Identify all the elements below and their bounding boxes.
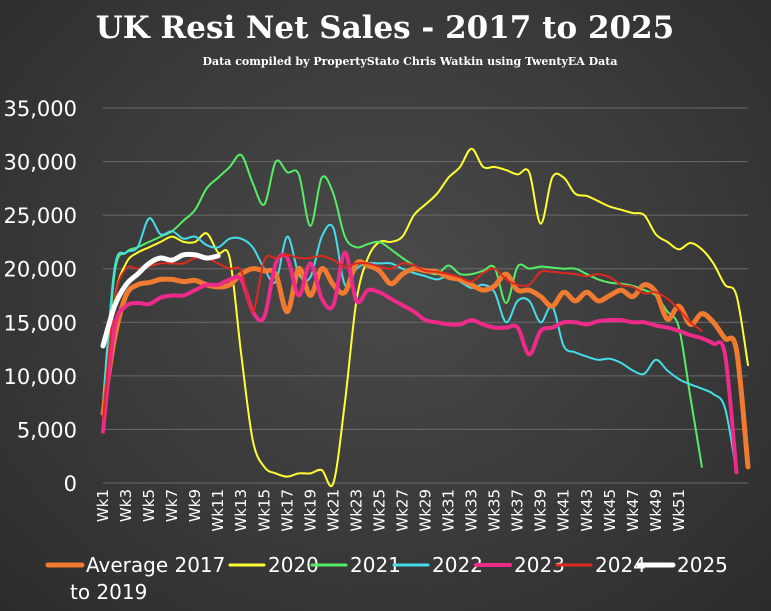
x-tick-label: Wk23 xyxy=(347,489,365,532)
x-tick-label: Wk3 xyxy=(117,489,135,522)
x-tick-label: Wk35 xyxy=(486,489,504,532)
x-tick-label: Wk39 xyxy=(532,489,550,532)
x-tick-label: Wk5 xyxy=(140,489,158,522)
y-tick-label: 5,000 xyxy=(17,418,77,442)
y-tick-label: 0 xyxy=(64,472,77,496)
chart-subtitle: Data compiled by PropertyStato Chris Wat… xyxy=(202,55,617,68)
series-line-2021 xyxy=(102,153,703,468)
x-tick-label: Wk13 xyxy=(232,489,250,532)
chart-title: UK Resi Net Sales - 2017 to 2025 xyxy=(96,10,674,46)
legend-label: 2020 xyxy=(268,553,319,577)
x-tick-label: Wk19 xyxy=(301,489,319,532)
x-tick-label: Wk31 xyxy=(440,489,458,532)
y-tick-label: 15,000 xyxy=(4,311,77,335)
x-tick-label: Wk47 xyxy=(624,489,642,532)
x-tick-label: Wk7 xyxy=(163,489,181,522)
x-axis: Wk1 Wk3 Wk5 Wk7 Wk9 Wk11 Wk13 Wk15 Wk17 Wk19 Wk21 W… xyxy=(94,489,688,532)
series-line-2023 xyxy=(101,250,739,475)
x-tick-label: Wk17 xyxy=(278,489,296,532)
series-line-2020 xyxy=(102,147,749,487)
x-tick-label: Wk51 xyxy=(670,489,688,532)
y-tick-label: 35,000 xyxy=(4,97,77,121)
legend-label: Average 2017 to 2019 xyxy=(70,553,225,604)
y-tick-label: 30,000 xyxy=(4,151,77,175)
plot-area xyxy=(100,147,751,487)
y-tick-label: 20,000 xyxy=(4,258,77,282)
x-tick-label: Wk27 xyxy=(393,489,411,532)
gridlines xyxy=(103,107,748,484)
x-tick-label: Wk33 xyxy=(463,489,481,532)
legend-label: 2021 xyxy=(350,553,401,577)
y-axis: 0 5,000 10,000 15,000 20,000 25,000 30,000 35,0… xyxy=(4,97,77,496)
x-tick-label: Wk29 xyxy=(417,489,435,532)
x-tick-label: Wk49 xyxy=(647,489,665,532)
x-tick-label: Wk43 xyxy=(578,489,596,532)
x-tick-label: Wk11 xyxy=(209,489,227,532)
x-tick-label: Wk25 xyxy=(370,489,388,532)
series-line-2022 xyxy=(102,217,738,474)
x-tick-label: Wk37 xyxy=(509,489,527,532)
legend-label: 2025 xyxy=(677,553,728,577)
x-tick-label: Wk15 xyxy=(255,489,273,532)
x-tick-label: Wk1 xyxy=(94,489,112,522)
series-line-2025 xyxy=(100,251,221,349)
y-tick-label: 25,000 xyxy=(4,204,77,228)
x-tick-label: Wk45 xyxy=(601,489,619,532)
y-tick-label: 10,000 xyxy=(4,365,77,389)
x-tick-label: Wk41 xyxy=(555,489,573,532)
x-tick-label: Wk9 xyxy=(186,489,204,522)
x-tick-label: Wk21 xyxy=(324,489,342,532)
